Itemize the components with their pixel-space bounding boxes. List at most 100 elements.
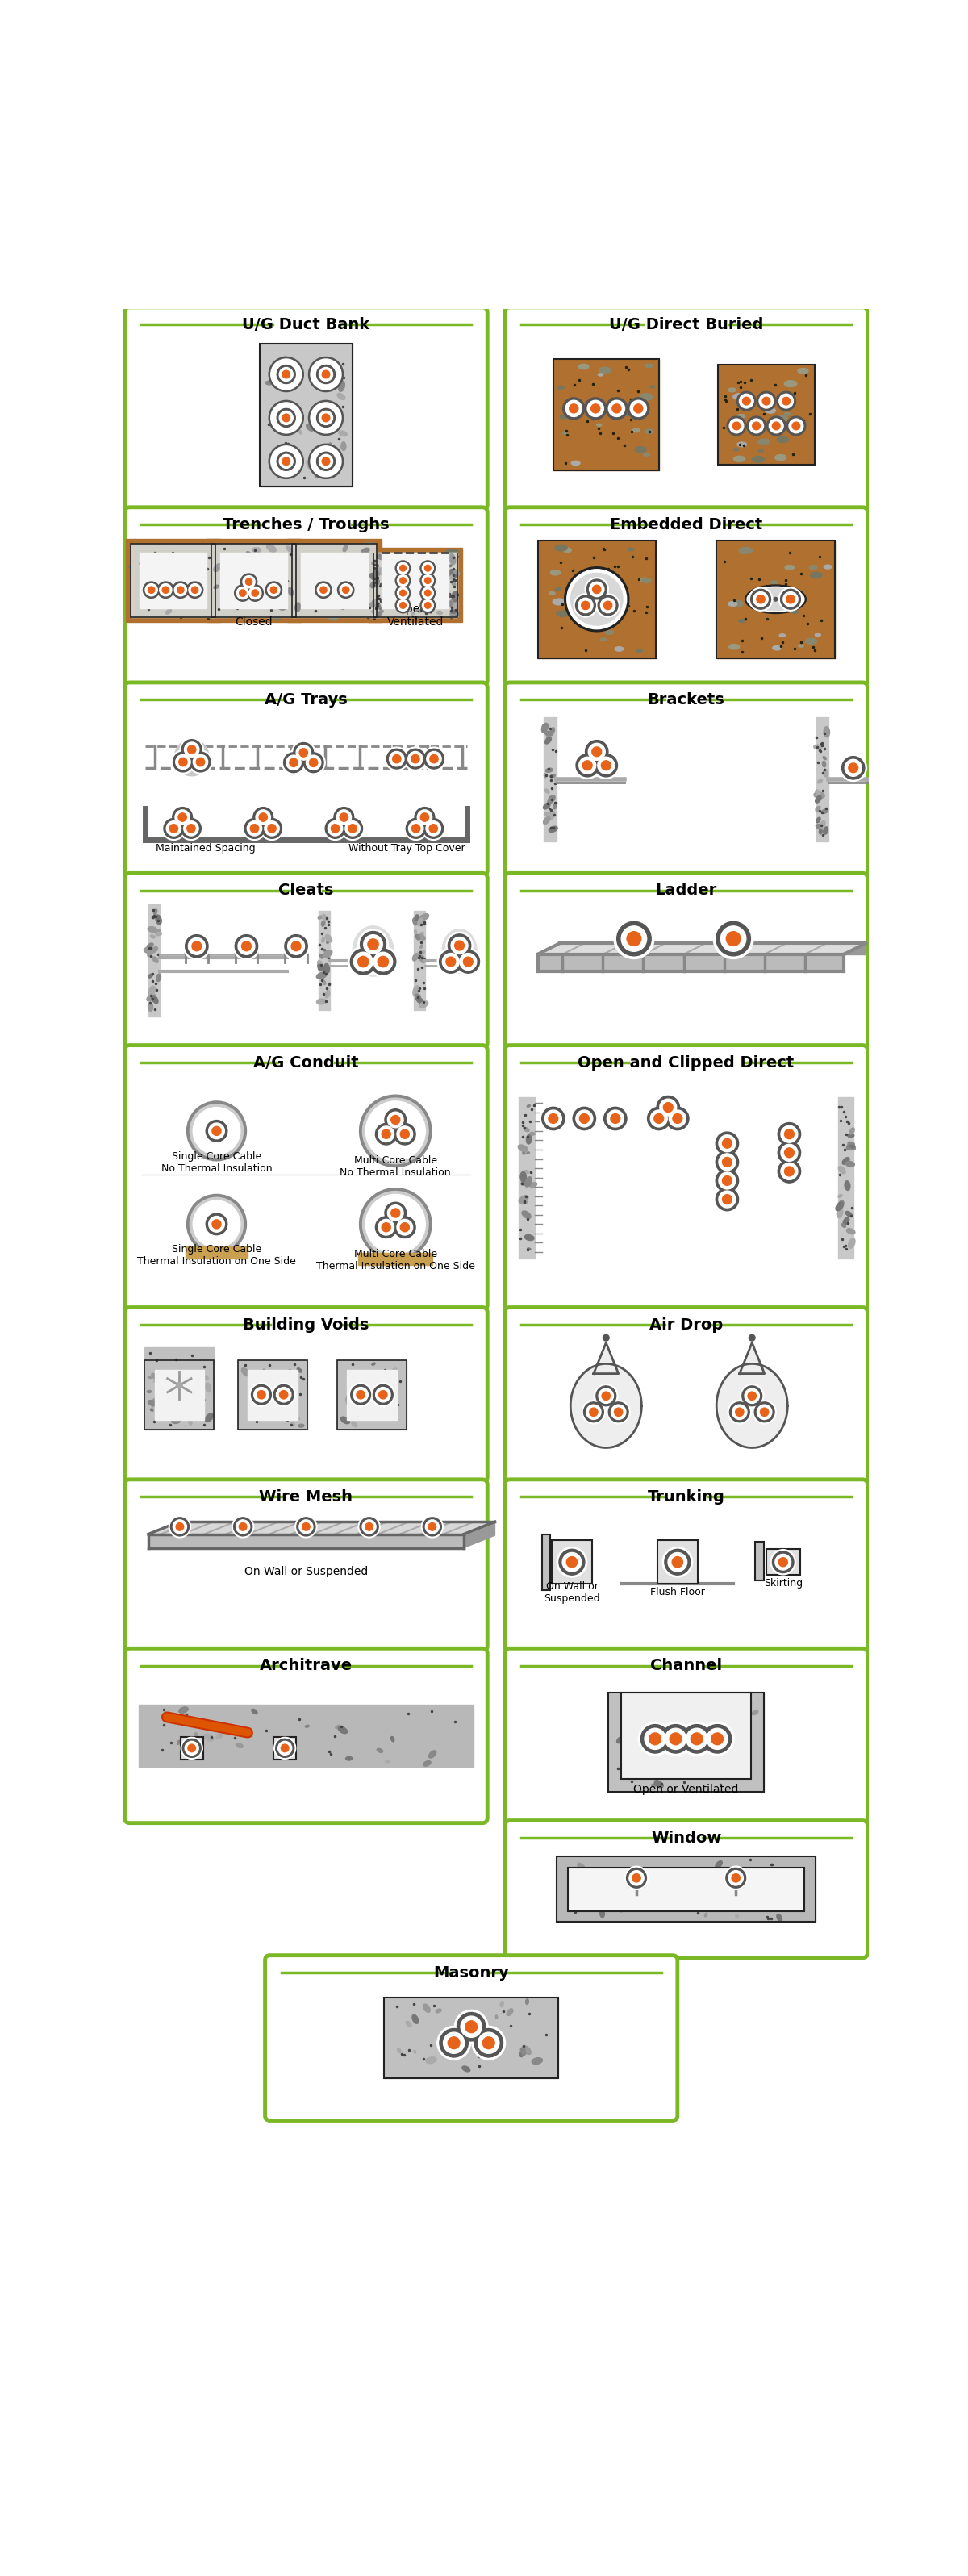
Ellipse shape [154,1378,157,1383]
Circle shape [285,935,308,958]
Circle shape [429,1522,437,1530]
Circle shape [582,600,590,611]
Circle shape [729,420,743,433]
Circle shape [393,755,401,762]
Text: Wire Mesh: Wire Mesh [259,1489,352,1504]
Circle shape [792,422,800,430]
Ellipse shape [266,544,276,551]
Circle shape [660,1100,677,1115]
Circle shape [233,1517,253,1535]
Circle shape [784,1167,794,1177]
Ellipse shape [226,577,234,582]
Circle shape [374,953,393,971]
Circle shape [438,2027,470,2061]
Circle shape [707,1728,728,1749]
Ellipse shape [353,927,393,976]
Polygon shape [593,1342,619,1373]
Ellipse shape [392,1368,397,1370]
Ellipse shape [709,1734,715,1741]
Ellipse shape [273,603,279,608]
Circle shape [254,806,273,827]
Text: Open /
Ventilated: Open / Ventilated [387,603,443,629]
Circle shape [315,407,337,428]
Circle shape [243,574,255,587]
Ellipse shape [152,917,155,920]
Ellipse shape [733,394,746,399]
Ellipse shape [276,1394,286,1399]
Ellipse shape [805,639,817,644]
Circle shape [749,587,772,611]
Bar [552,1540,592,1584]
Ellipse shape [529,1133,535,1136]
Circle shape [250,1383,273,1406]
Ellipse shape [287,1370,292,1378]
Circle shape [429,824,438,832]
Ellipse shape [620,410,632,415]
Ellipse shape [848,1141,856,1149]
Bar [449,554,458,618]
Ellipse shape [333,554,341,556]
Ellipse shape [363,1381,369,1388]
Ellipse shape [346,1394,352,1404]
Ellipse shape [317,999,326,1005]
Circle shape [235,935,257,958]
Circle shape [609,399,624,417]
Text: Multi Core Cable
Thermal Insulation on One Side: Multi Core Cable Thermal Insulation on O… [317,1249,475,1273]
Circle shape [732,1873,740,1883]
Ellipse shape [424,603,429,611]
Ellipse shape [845,1180,850,1190]
Ellipse shape [738,443,746,446]
Ellipse shape [335,1726,341,1728]
Ellipse shape [847,1229,855,1234]
Circle shape [276,1388,291,1401]
Circle shape [267,585,280,595]
Circle shape [280,453,293,469]
Circle shape [589,744,605,760]
Ellipse shape [151,592,160,595]
Circle shape [169,824,178,832]
Ellipse shape [270,577,276,580]
Ellipse shape [324,963,329,974]
Ellipse shape [155,1401,162,1404]
Circle shape [192,940,201,951]
Circle shape [736,1409,743,1417]
Circle shape [400,590,406,595]
Circle shape [282,750,305,775]
Bar [238,1360,307,1430]
Ellipse shape [225,592,234,600]
Ellipse shape [169,585,174,595]
Circle shape [320,587,327,592]
Circle shape [397,600,408,611]
Circle shape [661,1723,690,1754]
Circle shape [460,953,476,971]
Ellipse shape [214,564,222,572]
Ellipse shape [628,549,634,551]
Circle shape [400,603,406,608]
Circle shape [374,1121,399,1146]
Circle shape [338,582,354,598]
FancyBboxPatch shape [125,1046,488,1309]
Circle shape [143,582,160,598]
Circle shape [343,587,349,592]
Bar [155,1370,204,1419]
Circle shape [172,582,189,598]
Circle shape [376,1388,390,1401]
Circle shape [348,1383,373,1406]
Ellipse shape [256,549,269,556]
Circle shape [190,1105,243,1157]
Circle shape [659,1723,692,1757]
Ellipse shape [330,585,335,590]
Circle shape [749,1334,755,1342]
Ellipse shape [745,1703,751,1708]
Circle shape [439,951,462,974]
Text: On Wall or
Suspended: On Wall or Suspended [544,1582,600,1605]
Circle shape [716,922,750,956]
Ellipse shape [462,2066,470,2071]
Ellipse shape [644,453,650,456]
Ellipse shape [278,608,285,613]
Bar [318,912,330,1010]
Ellipse shape [252,549,261,554]
Circle shape [414,806,435,827]
Circle shape [751,590,771,611]
Ellipse shape [190,590,201,595]
